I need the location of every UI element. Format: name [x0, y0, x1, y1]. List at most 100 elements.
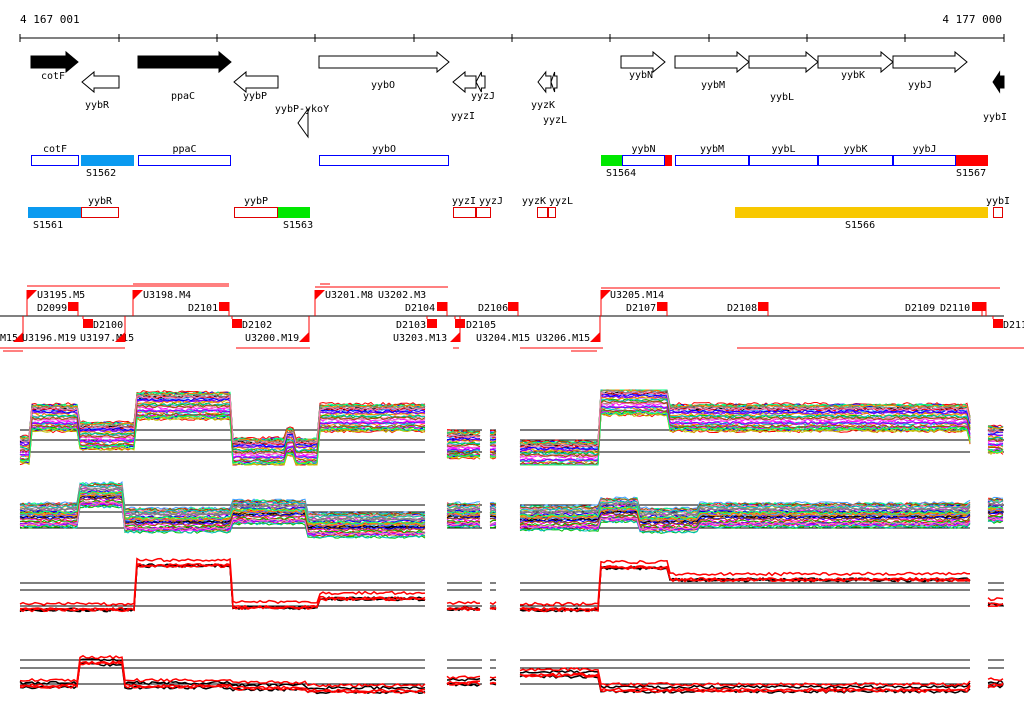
expression-tracks: [19, 389, 1004, 695]
expression-profile: [20, 497, 426, 532]
expression-profile: [489, 507, 497, 511]
gene-label: yyzJ: [471, 91, 495, 102]
expression-profile: [489, 509, 497, 512]
terminator-label: M15: [0, 333, 18, 344]
expression-profile: [987, 515, 1004, 518]
expression-profile: [489, 444, 497, 447]
expression-profile: [519, 565, 971, 612]
operon-box: [234, 207, 278, 218]
expression-profile: [19, 405, 426, 456]
expression-profile: [987, 443, 1003, 447]
terminator-label: D2111: [1003, 320, 1024, 331]
expression-profile: [519, 408, 971, 466]
expression-profile: [519, 405, 971, 463]
sigma-label: S1561: [33, 220, 63, 231]
promoter-flag: [133, 290, 143, 300]
expression-profile: [987, 444, 1004, 449]
operon-track: cotF S1562 ppaC yybO S1564 yybN yybM yybL yybK yy…: [28, 144, 1010, 231]
terminator-marker: [508, 302, 518, 311]
terminator-label: D2100: [93, 320, 123, 331]
expression-profile: [19, 654, 426, 688]
gene-arrow-yyzK: [537, 70, 552, 94]
terminator-label: D2099: [37, 303, 67, 314]
expression-profile: [519, 514, 971, 529]
operon-label: yybI: [986, 196, 1010, 207]
operon-box: [138, 155, 231, 166]
promoter-flag: [27, 290, 37, 300]
operon-box: [956, 155, 988, 166]
gene-arrow-yybN: [620, 50, 666, 74]
expression-profile: [489, 601, 497, 606]
expression-profile: [489, 517, 497, 521]
expression-profile: [489, 432, 497, 436]
operon-box: [453, 207, 476, 218]
expression-profile: [446, 506, 481, 511]
expression-profile: [519, 559, 971, 607]
expression-profile: [489, 435, 497, 438]
terminator-label: U3200.M19: [245, 333, 299, 344]
gene-arrow-yybI: [992, 70, 1005, 94]
terminator-label: D2104: [405, 303, 435, 314]
expression-profile: [19, 497, 426, 532]
expression-profile: [519, 391, 971, 449]
expression-profile: [446, 436, 481, 441]
gene-label: yybK: [841, 70, 865, 81]
operon-box: [622, 155, 665, 166]
gene-label: yybJ: [908, 80, 932, 91]
expression-profile: [519, 400, 971, 458]
gene-arrow-yyzI: [452, 70, 477, 94]
gene-label: yyzL: [543, 115, 567, 126]
expression-profile: [489, 676, 497, 679]
terminator-label: U3205.M14: [610, 290, 664, 301]
expression-profile: [19, 487, 426, 522]
expression-profile: [446, 606, 481, 611]
expression-profile: [20, 400, 426, 451]
gene-track: cotF yybR ppaC yybP yybO yyzJ yyzI yyzK yyzL yybN…: [30, 50, 1007, 139]
expression-profile: [489, 434, 496, 437]
expression-profile: [519, 512, 971, 527]
gene-label: cotF: [41, 71, 65, 82]
expression-profile: [489, 441, 497, 444]
expression-panel-4: [19, 654, 1004, 695]
terminator-label: U3203.M13: [393, 333, 447, 344]
terminator-marker: [427, 319, 437, 328]
terminator-label: U3201.M8: [325, 290, 373, 301]
expression-profile: [19, 483, 426, 517]
expression-profile: [987, 446, 1004, 451]
gene-arrow-yybL: [748, 50, 819, 74]
expression-profile: [987, 502, 1004, 507]
expression-profile: [520, 410, 971, 466]
expression-profile: [987, 442, 1004, 447]
expression-profile: [519, 516, 971, 531]
expression-profile: [519, 519, 971, 534]
operon-label: yybL: [771, 144, 795, 155]
expression-profile: [987, 428, 1004, 432]
expression-profile: [19, 499, 426, 534]
operon-label: yybJ: [912, 144, 936, 155]
expression-profile: [519, 497, 971, 512]
gene-arrow-yybP-ykoY: [297, 107, 309, 139]
expression-profile: [519, 401, 971, 459]
expression-profile: [446, 443, 481, 448]
terminator-label: U3197.M15: [80, 333, 134, 344]
expression-profile: [19, 484, 426, 519]
expression-profile: [489, 522, 497, 525]
expression-panel-1: [19, 389, 1004, 466]
terminator-label: D2106: [478, 303, 508, 314]
sigma-label: S1563: [283, 220, 313, 231]
expression-profile: [19, 657, 426, 691]
expression-profile: [19, 563, 426, 613]
operon-box: [476, 207, 491, 218]
gene-label: yybM: [701, 80, 725, 91]
operon-label: yybR: [88, 196, 113, 207]
gene-arrow-yybJ: [892, 50, 968, 74]
expression-profile: [489, 448, 497, 452]
expression-profile: [987, 431, 1004, 436]
terminator-label: U3202.M3: [378, 290, 426, 301]
expression-profile: [19, 393, 426, 444]
operon-label: yybO: [372, 144, 396, 155]
terminator-label: U3206.M15: [536, 333, 590, 344]
operon-label: yybM: [700, 144, 724, 155]
gene-arrow-yybO: [318, 50, 450, 74]
expression-profile: [987, 512, 1004, 517]
